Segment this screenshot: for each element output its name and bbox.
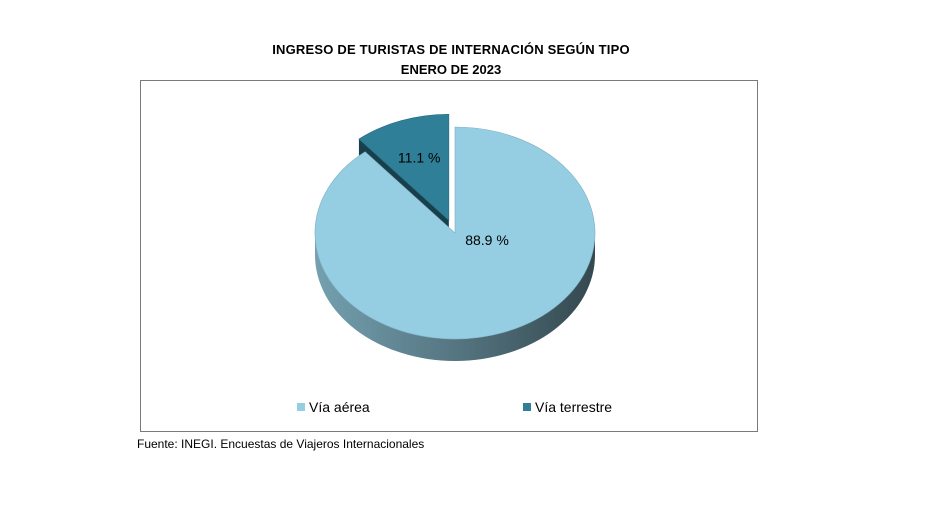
legend-swatch-via-aerea — [297, 403, 305, 411]
legend-item-via-aerea: Vía aérea — [297, 399, 370, 415]
source-note: Fuente: INEGI. Encuestas de Viajeros Int… — [137, 437, 425, 451]
data-label-via-aerea: 88.9 % — [465, 232, 509, 248]
legend-label-via-aerea: Vía aérea — [309, 399, 370, 415]
chart-subtitle: ENERO DE 2023 — [400, 62, 502, 77]
pie-slice-via-aerea — [314, 126, 596, 340]
chart-legend: Vía aérea Vía terrestre — [141, 399, 757, 419]
chart-frame: 88.9 % 11.1 % Vía aérea Vía terrestre — [140, 80, 758, 432]
chart-title: INGRESO DE TURISTAS DE INTERNACIÓN SEGÚN… — [272, 42, 630, 57]
legend-label-via-terrestre: Vía terrestre — [535, 399, 613, 415]
pie-slice-via-aerea-side — [315, 233, 595, 361]
legend-item-via-terrestre: Vía terrestre — [523, 399, 612, 415]
data-label-via-terrestre: 11.1 % — [398, 150, 441, 166]
pie-chart: 88.9 % 11.1 % — [314, 114, 596, 361]
pie-slice-via-terrestre — [358, 114, 450, 221]
legend-swatch-via-terrestre — [523, 403, 531, 411]
